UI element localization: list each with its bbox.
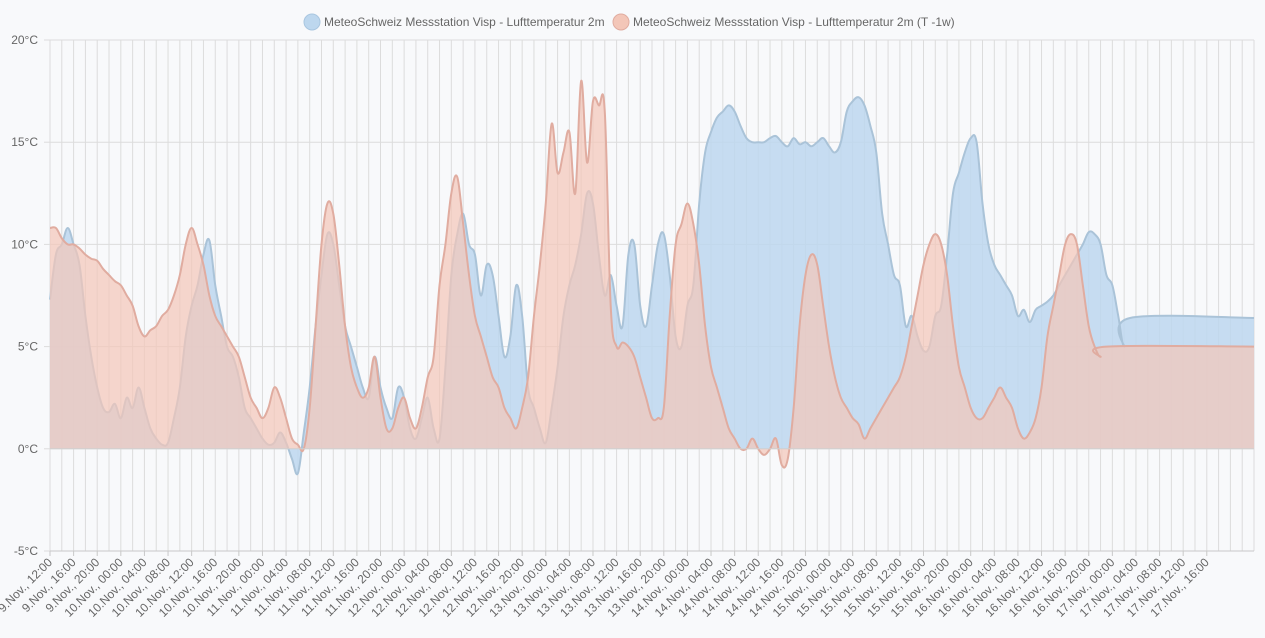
plot-areas	[49, 79, 1255, 476]
y-tick-label: -5°C	[14, 544, 38, 558]
y-tick-label: 0°C	[18, 442, 38, 456]
y-tick-label: 15°C	[11, 135, 38, 149]
legend-label-current: MeteoSchweiz Messstation Visp - Lufttemp…	[324, 15, 605, 29]
legend-item-previous-week[interactable]: MeteoSchweiz Messstation Visp - Lufttemp…	[612, 13, 955, 31]
legend-label-previous-week: MeteoSchweiz Messstation Visp - Lufttemp…	[633, 15, 955, 29]
legend-item-current[interactable]: MeteoSchweiz Messstation Visp - Lufttemp…	[303, 13, 605, 31]
y-axis: -5°C 0°C 5°C 10°C 15°C 20°C	[11, 33, 50, 558]
legend-swatch-current	[303, 13, 321, 31]
x-axis: 9.Nov., 12:009.Nov., 16:009.Nov., 20:001…	[0, 550, 1254, 620]
y-tick-label: 10°C	[11, 237, 38, 251]
y-tick-label: 20°C	[11, 33, 38, 47]
legend: MeteoSchweiz Messstation Visp - Lufttemp…	[303, 13, 955, 31]
y-tick-label: 5°C	[18, 340, 38, 354]
legend-swatch-previous-week	[612, 13, 630, 31]
series-line-1	[49, 79, 1255, 469]
